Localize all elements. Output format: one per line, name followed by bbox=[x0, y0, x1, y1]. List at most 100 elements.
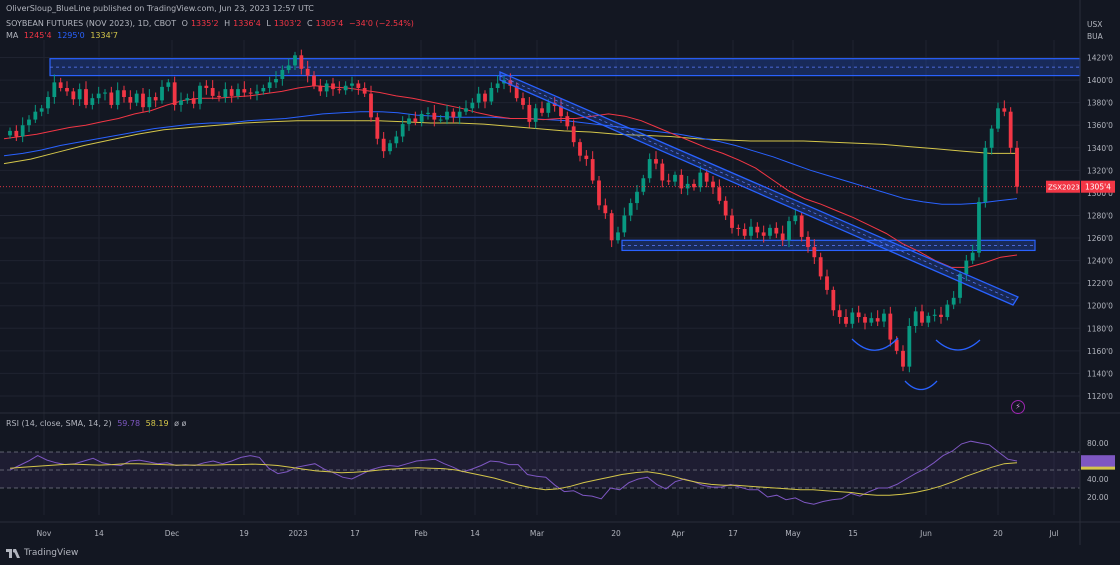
ma-label: MA bbox=[6, 31, 19, 40]
candle-body bbox=[394, 136, 399, 144]
candle-body bbox=[20, 125, 25, 137]
candle-body bbox=[293, 55, 297, 66]
unit-label: BUA bbox=[1087, 32, 1104, 41]
candle-body bbox=[571, 126, 576, 143]
candle-body bbox=[128, 97, 133, 103]
time-tick-label: 17 bbox=[728, 529, 738, 538]
rsi-tick-label: 80.00 bbox=[1087, 439, 1109, 448]
candle-body bbox=[603, 205, 608, 214]
candle-body bbox=[983, 147, 988, 202]
candle-body bbox=[869, 318, 874, 323]
rsi-tick-label: 20.00 bbox=[1087, 493, 1109, 502]
candle-body bbox=[831, 289, 836, 311]
candle-body bbox=[483, 93, 487, 102]
publisher-line: OliverSloup_BlueLine published on Tradin… bbox=[6, 4, 314, 13]
candle-body bbox=[248, 92, 253, 94]
candle-body bbox=[495, 83, 500, 88]
grid-lines bbox=[0, 40, 1080, 515]
candle-body bbox=[400, 124, 405, 137]
candle-body bbox=[375, 117, 380, 139]
candle-body bbox=[521, 98, 525, 105]
candle-body bbox=[71, 91, 76, 100]
candle-body bbox=[850, 312, 855, 324]
candle-body bbox=[704, 172, 709, 182]
candle-body bbox=[951, 297, 956, 305]
rsi-legend[interactable]: RSI (14, close, SMA, 14, 2) 59.78 58.19 … bbox=[6, 419, 189, 428]
ma-value-fast: 1245'4 bbox=[23, 31, 52, 40]
candle-body bbox=[115, 90, 120, 105]
candle-body bbox=[381, 138, 386, 152]
candle-body bbox=[742, 229, 747, 236]
axes: 1420'0 1400'0 1380'0 1360'0 1340'0 1320'0 1300… bbox=[0, 0, 1120, 545]
ohlc-high: 1336'4 bbox=[233, 19, 261, 28]
ohlc-change: −34'0 (−2.54%) bbox=[348, 19, 414, 28]
ma-legend[interactable]: MA 1245'4 1295'0 1334'7 bbox=[6, 31, 121, 40]
time-tick-label: 14 bbox=[94, 529, 104, 538]
price-tick-label: 1360'0 bbox=[1087, 121, 1113, 130]
time-tick-label: May bbox=[785, 529, 801, 538]
candle-body bbox=[945, 304, 950, 318]
time-tick-label: 17 bbox=[350, 529, 360, 538]
candle-body bbox=[286, 65, 291, 70]
candle-body bbox=[647, 159, 652, 179]
candle-body bbox=[337, 89, 342, 91]
candle-body bbox=[33, 111, 38, 120]
candle-body bbox=[894, 339, 899, 351]
price-tick-label: 1380'0 bbox=[1087, 99, 1113, 108]
candle-body bbox=[160, 86, 164, 101]
candle-body bbox=[229, 89, 234, 96]
candle-body bbox=[673, 174, 677, 182]
candle-body bbox=[1015, 147, 1019, 187]
price-tick-label: 1120'0 bbox=[1087, 392, 1113, 401]
candle-body bbox=[590, 159, 595, 181]
candle-body bbox=[666, 180, 671, 182]
candle-body bbox=[191, 98, 196, 104]
candle-body bbox=[565, 116, 570, 127]
flash-icon[interactable]: ⚡ bbox=[1011, 400, 1025, 414]
candle-body bbox=[451, 111, 456, 118]
candle-body bbox=[508, 80, 513, 86]
candle-body bbox=[939, 314, 943, 318]
candle-body bbox=[768, 227, 772, 236]
candle-body bbox=[932, 314, 937, 316]
time-tick-label: Jul bbox=[1048, 529, 1058, 538]
rsi-value: 59.78 bbox=[117, 419, 141, 428]
candle-body bbox=[970, 252, 975, 261]
candle-body bbox=[698, 172, 703, 188]
candle-body bbox=[350, 83, 354, 86]
candle-body bbox=[166, 82, 171, 87]
candle-body bbox=[90, 98, 95, 105]
ohlc-close-label: C bbox=[307, 19, 313, 28]
tradingview-logo[interactable]: TradingView bbox=[6, 548, 78, 558]
symbol-title: SOYBEAN FUTURES (NOV 2023), 1D, CBOT bbox=[6, 19, 177, 28]
candle-body bbox=[261, 87, 266, 92]
candle-body bbox=[799, 215, 804, 237]
candle-body bbox=[692, 183, 696, 188]
ohlc-close: 1305'4 bbox=[315, 19, 344, 28]
candle-body bbox=[774, 227, 779, 234]
time-tick-label: 2023 bbox=[288, 529, 307, 538]
candle-body bbox=[141, 93, 145, 108]
tradingview-mark-icon bbox=[6, 548, 20, 558]
candle-body bbox=[331, 83, 335, 90]
candle-body bbox=[432, 112, 437, 120]
candle-body bbox=[84, 89, 88, 105]
candle-body bbox=[901, 350, 905, 367]
candle-body bbox=[39, 108, 44, 112]
candlesticks bbox=[0, 49, 1080, 373]
candle-body bbox=[888, 313, 893, 340]
candle-body bbox=[242, 89, 247, 93]
candle-body bbox=[426, 112, 430, 114]
candle-body bbox=[438, 119, 443, 121]
candle-body bbox=[185, 98, 190, 101]
candle-body bbox=[711, 181, 715, 188]
candle-body bbox=[723, 200, 728, 216]
candle-body bbox=[305, 68, 310, 76]
ohlc-high-label: H bbox=[224, 19, 231, 28]
candle-body bbox=[8, 130, 12, 136]
candle-body bbox=[356, 83, 361, 88]
candle-body bbox=[685, 183, 690, 189]
price-tick-label: 1200'0 bbox=[1087, 302, 1113, 311]
candle-body bbox=[730, 215, 734, 228]
